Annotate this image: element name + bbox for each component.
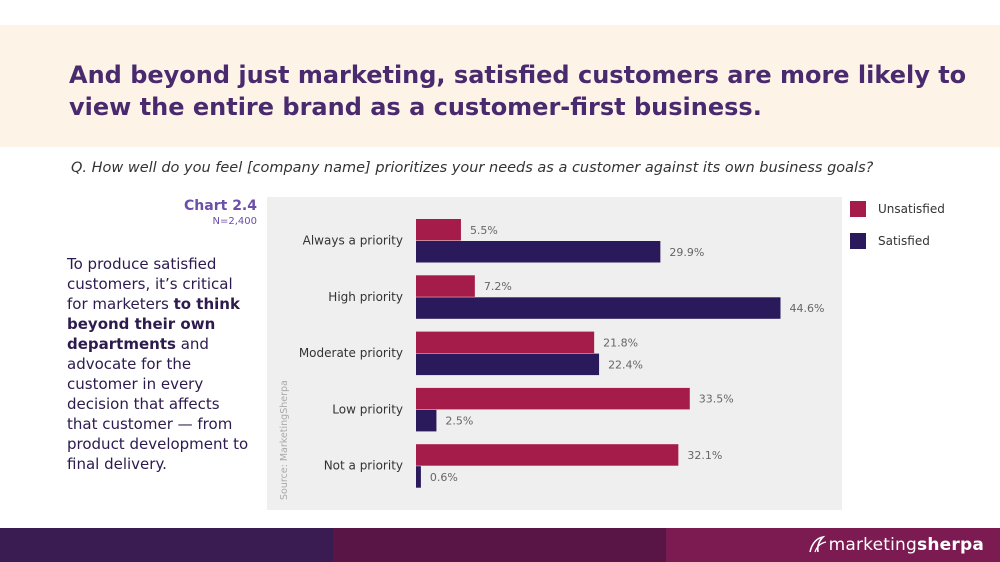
data-label-satisfied-not-a-priority: 0.6% xyxy=(430,471,458,484)
bar-unsatisfied-low-priority xyxy=(416,387,690,410)
bar-unsatisfied-high-priority xyxy=(416,275,475,297)
legend-swatch-satisfied xyxy=(850,233,866,249)
brand-name-part1: marketing xyxy=(828,535,918,555)
category-label-low-priority: Low priority xyxy=(332,402,403,416)
brand-name: marketingsherpa xyxy=(829,535,984,555)
sample-size: N=2,400 xyxy=(212,216,258,227)
legend-label-satisfied: Satisfied xyxy=(878,234,930,248)
data-label-unsatisfied-always-a-priority: 5.5% xyxy=(470,224,498,237)
bar-satisfied-not-a-priority xyxy=(416,466,421,488)
data-label-satisfied-low-priority: 2.5% xyxy=(445,415,473,428)
data-label-unsatisfied-low-priority: 33.5% xyxy=(699,393,734,406)
data-label-unsatisfied-moderate-priority: 21.8% xyxy=(603,336,638,349)
source-label: Source: MarketingSherpa xyxy=(279,380,290,500)
body-text-part1: To produce satisfied customers, it’s cri… xyxy=(67,255,233,313)
page-title: And beyond just marketing, satisfied cus… xyxy=(69,61,967,121)
category-label-always-a-priority: Always a priority xyxy=(303,234,403,248)
data-label-satisfied-always-a-priority: 29.9% xyxy=(669,246,704,259)
bar-unsatisfied-not-a-priority xyxy=(416,444,679,466)
bar-unsatisfied-always-a-priority xyxy=(416,219,461,241)
brand-logo: marketingsherpa xyxy=(807,535,984,555)
body-text-bold: to think beyond their own departments xyxy=(67,295,240,353)
body-paragraph: To produce satisfied customers, it’s cri… xyxy=(67,254,252,474)
header-band xyxy=(0,25,1000,147)
footer-band-right xyxy=(666,528,1000,562)
data-label-unsatisfied-not-a-priority: 32.1% xyxy=(687,449,722,462)
survey-question: Q. How well do you feel [company name] p… xyxy=(71,160,874,176)
category-label-high-priority: High priority xyxy=(328,290,403,304)
chart-number: Chart 2.4 xyxy=(184,198,257,214)
footer-band-middle xyxy=(333,528,666,562)
legend-label-unsatisfied: Unsatisfied xyxy=(878,202,945,216)
bar-satisfied-high-priority xyxy=(416,297,781,319)
body-text-part2: and advocate for the customer in every d… xyxy=(67,335,249,473)
brand-name-part2: sherpa xyxy=(917,535,984,555)
footer-band-left xyxy=(0,528,333,562)
category-label-not-a-priority: Not a priority xyxy=(324,459,403,473)
bar-unsatisfied-moderate-priority xyxy=(416,331,595,354)
bar-satisfied-always-a-priority xyxy=(416,241,661,263)
data-label-satisfied-high-priority: 44.6% xyxy=(790,302,825,315)
legend-swatch-unsatisfied xyxy=(850,201,866,217)
category-label-moderate-priority: Moderate priority xyxy=(299,346,403,360)
data-label-unsatisfied-high-priority: 7.2% xyxy=(484,280,512,293)
bar-satisfied-moderate-priority xyxy=(416,353,600,376)
sherpa-swirl-icon xyxy=(808,535,826,553)
data-label-satisfied-moderate-priority: 22.4% xyxy=(608,358,643,371)
bar-satisfied-low-priority xyxy=(416,409,437,432)
